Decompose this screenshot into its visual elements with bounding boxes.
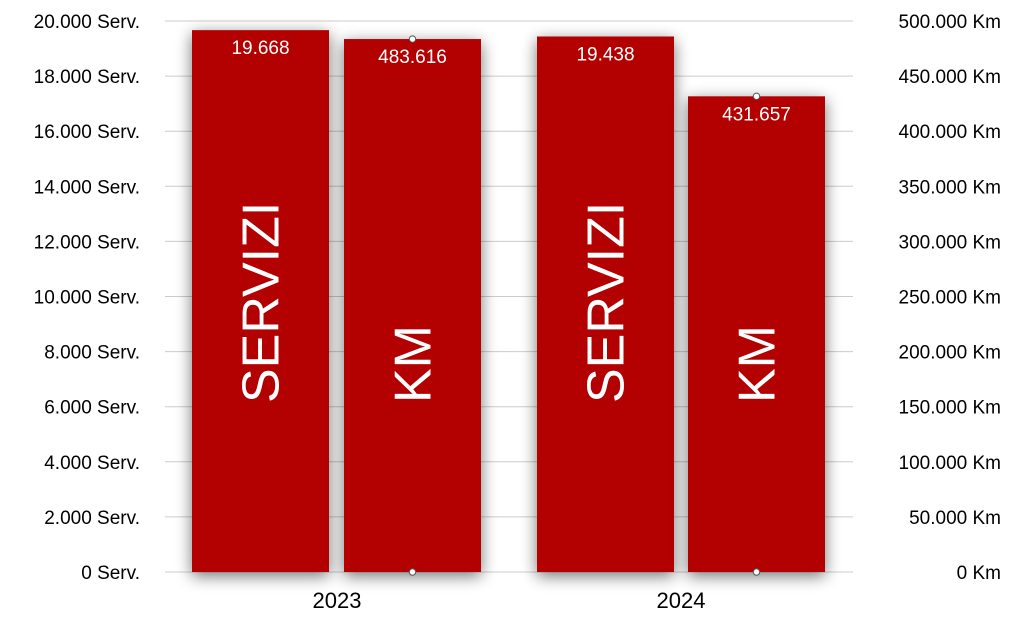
bar-km-2023	[344, 39, 481, 572]
value-label: 431.657	[722, 104, 791, 125]
right-tick-label: 250.000 Km	[899, 288, 1001, 309]
left-tick-label: 18.000 Serv.	[34, 67, 140, 88]
category-label: 2023	[313, 588, 362, 613]
left-tick-label: 6.000 Serv.	[44, 398, 140, 419]
left-tick-label: 12.000 Serv.	[34, 232, 140, 253]
right-tick-label: 150.000 Km	[899, 398, 1001, 419]
bar-km-2024	[688, 96, 825, 572]
right-tick-label: 500.000 Km	[899, 12, 1001, 33]
left-y-axis: 0 Serv. 2.000 Serv. 4.000 Serv. 6.000 Serv.…	[34, 12, 140, 584]
right-y-axis: 0 Km 50.000 Km 100.000 Km 150.000 Km 200.000…	[899, 12, 1001, 584]
left-tick-label: 14.000 Serv.	[34, 177, 140, 198]
category-label: 2024	[657, 588, 706, 613]
bar-name-label: KM	[729, 325, 787, 403]
right-tick-label: 300.000 Km	[899, 232, 1001, 253]
right-tick-label: 200.000 Km	[899, 343, 1001, 364]
bar-servizi-2024	[537, 36, 674, 573]
left-tick-label: 8.000 Serv.	[44, 343, 140, 364]
bar-name-label: KM	[385, 325, 443, 403]
right-tick-label: 400.000 Km	[899, 122, 1001, 143]
left-tick-label: 2.000 Serv.	[44, 508, 140, 529]
right-tick-label: 50.000 Km	[909, 508, 1001, 529]
value-label: 483.616	[378, 47, 447, 68]
line-marker	[408, 35, 417, 43]
line-marker	[408, 568, 417, 576]
value-label: 19.438	[576, 44, 634, 65]
left-tick-label: 0 Serv.	[81, 563, 140, 584]
left-tick-label: 16.000 Serv.	[34, 122, 140, 143]
x-axis-categories: 2023 2024	[313, 588, 706, 613]
left-tick-label: 10.000 Serv.	[34, 288, 140, 309]
line-marker	[752, 568, 761, 576]
right-tick-label: 0 Km	[957, 563, 1001, 584]
value-label: 19.668	[231, 38, 289, 59]
line-marker	[752, 92, 761, 101]
bar-name-label: SERVIZI	[578, 202, 636, 403]
right-tick-label: 450.000 Km	[899, 67, 1001, 88]
bar-name-label: SERVIZI	[233, 202, 291, 403]
right-tick-label: 100.000 Km	[899, 453, 1001, 474]
left-tick-label: 4.000 Serv.	[44, 453, 140, 474]
left-tick-label: 20.000 Serv.	[34, 12, 140, 33]
right-tick-label: 350.000 Km	[899, 177, 1001, 198]
bars: 19.668 SERVIZI 483.616 KM 19.438 SERVIZI 431.6…	[192, 30, 825, 576]
bar-servizi-2023	[192, 30, 329, 572]
